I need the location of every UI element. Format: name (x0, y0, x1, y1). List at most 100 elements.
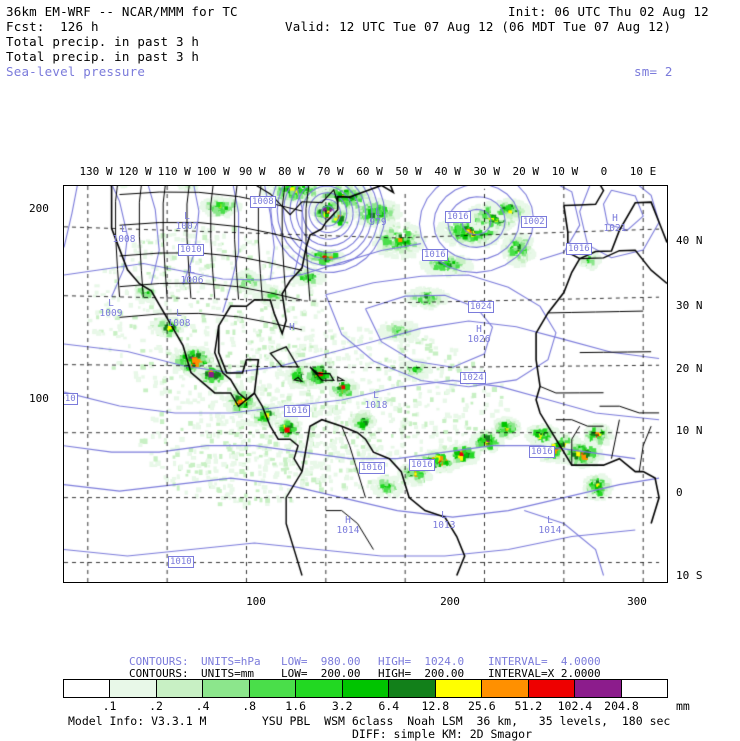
model-info-line-1: Model Info: V3.3.1 M YSU PBL WSM 6class … (68, 714, 671, 728)
colorbar-tick-6: 6.4 (378, 699, 400, 713)
smoothing-label: sm= 2 (634, 64, 673, 79)
colorbar-tick-8: 25.6 (467, 699, 496, 713)
precip-contours-interval: INTERVAL=X 2.0000 (488, 667, 601, 680)
top-tick-13: 0 (600, 165, 608, 178)
weather-map[interactable]: 1008 1016 1002 1016 1016 1024 1024 1016 1016 1016… (63, 185, 668, 583)
colorbar-swatch-4[interactable] (249, 680, 297, 697)
pressure-contours-units: UNITS=hPa (201, 655, 261, 668)
colorbar-tick-7: 12.8 (421, 699, 450, 713)
pressure-center-l-11: L 1014 (538, 515, 562, 536)
pressure-center-l-3: L 1009 (99, 298, 123, 319)
top-tick-4: 90 W (239, 165, 266, 178)
top-tick-2: 110 W (157, 165, 191, 178)
contour-label-4: 1016 (422, 249, 448, 261)
colorbar-swatch-11[interactable] (575, 680, 622, 697)
contour-label-6: 1024 (460, 372, 486, 384)
model-title: 36km EM-WRF -- NCAR/MMM for TC (6, 4, 238, 19)
pressure-center-l-1: L 1008 (112, 224, 136, 245)
pressure-center-h-8: H 1026 (467, 324, 491, 345)
top-tick-14: 10 E (629, 165, 657, 178)
contour-label-5: 1024 (468, 301, 494, 313)
pressure-center-l-9: L 1018 (364, 390, 388, 411)
precip-contours-units: UNITS=mm (201, 667, 254, 680)
pressure-contours-label: CONTOURS: (129, 655, 189, 668)
colorbar-tick-10: 102.4 (557, 699, 593, 713)
colorbar-swatch-12[interactable] (621, 680, 668, 697)
top-tick-11: 20 W (512, 165, 540, 178)
contour-label-12: 1010 (178, 244, 204, 256)
pressure-center-l-4: L 1008 (167, 308, 191, 329)
contour-label-0: 1008 (250, 196, 276, 208)
top-tick-9: 40 W (434, 165, 461, 178)
top-tick-1: 120 W (118, 165, 152, 178)
colorbar-tick-4: 1.6 (285, 699, 307, 713)
pressure-center-l-10: L 1013 (432, 510, 456, 531)
contour-label-13: 1010 (168, 556, 194, 568)
colorbar-tick-3: .8 (242, 699, 257, 713)
top-tick-12: 10 W (551, 165, 579, 178)
contour-label-7: 1016 (529, 446, 555, 458)
pressure-center-h-12: H 1014 (336, 515, 360, 536)
colorbar-tick-5: 3.2 (331, 699, 353, 713)
model-info-line-2: DIFF: simple KM: 2D Smagor (352, 727, 533, 741)
precip-contours-label: CONTOURS: (129, 667, 189, 680)
contour-label-1: 1016 (445, 211, 471, 223)
contour-label-11: 1010 (64, 393, 78, 405)
top-tick-5: 80 W (278, 165, 305, 178)
contour-label-8: 1016 (409, 459, 435, 471)
top-tick-10: 30 W (473, 165, 500, 178)
top-tick-0: 130 W (79, 165, 113, 178)
field-label-2: Total precip. in past 3 h (6, 49, 200, 64)
init-time: Init: 06 UTC Thu 02 Aug 12 (508, 4, 709, 19)
pressure-center-h-7: H 1021 (603, 213, 627, 234)
colorbar-swatch-2[interactable] (156, 680, 204, 697)
colorbar-swatch-9[interactable] (482, 680, 529, 697)
colorbar-swatch-5[interactable] (296, 680, 343, 697)
pressure-contours-low: LOW= 980.00 (281, 655, 361, 668)
valid-time: Valid: 12 UTC Tue 07 Aug 12 (06 MDT Tue … (285, 19, 672, 34)
colorbar-swatch-8[interactable] (435, 680, 483, 697)
right-tick-2: 20 N (676, 362, 703, 375)
right-tick-5: 10 S (676, 569, 703, 582)
field-label-3: Sea-level pressure (6, 64, 146, 79)
pressure-contours-interval: INTERVAL= 4.0000 (488, 655, 601, 668)
colorbar-swatch-7[interactable] (389, 680, 436, 697)
forecast-hour: Fcst: 126 h (6, 19, 99, 34)
colorbar-swatch-3[interactable] (203, 680, 250, 697)
colorbar-swatch-1[interactable] (110, 680, 157, 697)
colorbar-tick-9: 51.2 (514, 699, 543, 713)
top-tick-6: 70 W (317, 165, 344, 178)
bottom-tick-2: 300 (627, 595, 647, 608)
bottom-tick-0: 100 (246, 595, 266, 608)
pressure-center-l-2: L 1006 (180, 265, 204, 286)
right-tick-4: 0 (676, 486, 683, 499)
colorbar-tick-1: .2 (149, 699, 163, 713)
top-tick-7: 60 W (356, 165, 383, 178)
top-tick-8: 50 W (395, 165, 422, 178)
left-tick-0: 200 (29, 202, 49, 215)
bottom-tick-1: 200 (440, 595, 460, 608)
right-tick-3: 10 N (676, 424, 703, 437)
colorbar-tick-0: .1 (102, 699, 117, 713)
top-tick-3: 100 W (196, 165, 230, 178)
pressure-center-l-0: L 1007 (175, 211, 199, 232)
colorbar-tick-11: 204.8 (604, 699, 639, 713)
colorbar-units: mm (676, 699, 690, 713)
pressure-center-l-5: L 979 (369, 207, 387, 228)
colorbar-swatch-0[interactable] (64, 680, 111, 697)
right-tick-0: 40 N (676, 234, 703, 247)
precip-contours-low: LOW= 200.00 (281, 667, 361, 680)
precip-contours-high: HIGH= 200.00 (378, 667, 465, 680)
colorbar-swatch-10[interactable] (528, 680, 576, 697)
contour-label-9: 1016 (359, 462, 385, 474)
left-tick-1: 100 (29, 392, 49, 405)
right-tick-1: 30 N (676, 299, 703, 312)
colorbar-swatch-6[interactable] (342, 680, 390, 697)
contour-label-2: 1002 (521, 216, 547, 228)
contour-label-10: 1016 (284, 405, 310, 417)
field-label-1: Total precip. in past 3 h (6, 34, 200, 49)
contour-label-3: 1016 (566, 243, 592, 255)
pressure-center-h-6: H (289, 322, 295, 333)
pressure-contours-high: HIGH= 1024.0 (378, 655, 465, 668)
precipitation-colorbar[interactable] (63, 679, 668, 698)
